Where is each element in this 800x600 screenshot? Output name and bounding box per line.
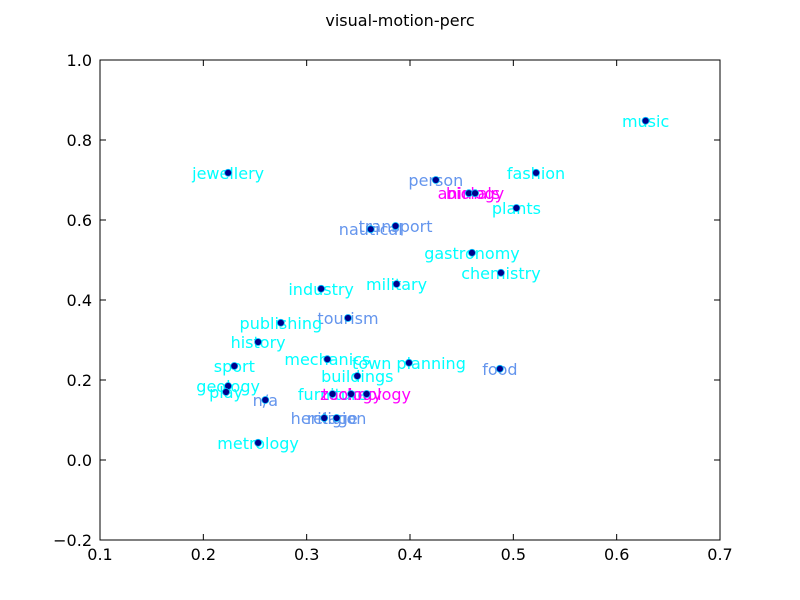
x-tick-label: 0.7	[707, 545, 732, 564]
chart-title: visual-motion-perc	[325, 11, 474, 30]
y-tick-label: 1.0	[67, 51, 92, 70]
data-point-mechanics	[323, 355, 332, 364]
data-point-buildings	[353, 372, 362, 380]
data-point-industry	[317, 284, 326, 293]
data-point-person	[431, 176, 440, 184]
data-point-n-a	[261, 396, 270, 404]
data-point-chemistry	[497, 268, 505, 277]
data-points	[222, 116, 650, 447]
data-point-biology	[471, 189, 480, 198]
y-tick-label: 0.2	[67, 371, 92, 390]
y-tick-label: 0.0	[67, 451, 92, 470]
data-point-town-planning	[405, 358, 413, 367]
data-point-transport	[391, 222, 400, 230]
data-point-publishing	[276, 318, 285, 327]
data-point-religion	[332, 414, 341, 422]
data-point-technology	[362, 390, 371, 398]
axis-ticks: 0.1 0.2 0.3 0.4 0.5 0.6 0.7 −0.2 0.0 0.2 0.4 0.6 0.8…	[53, 51, 733, 564]
y-tick-label: 0.8	[67, 131, 92, 150]
x-tick-label: 0.1	[87, 545, 112, 564]
data-point-military	[392, 280, 401, 288]
x-tick-label: 0.6	[604, 545, 629, 564]
data-point-zoology	[347, 390, 356, 398]
y-tick-label: 0.4	[67, 291, 92, 310]
data-point-play	[222, 388, 230, 396]
data-point-tourism	[344, 314, 352, 322]
data-point-heritage	[320, 414, 329, 422]
data-point-food	[495, 364, 504, 373]
data-point-gastronomy	[468, 248, 476, 257]
data-point-plants	[512, 204, 521, 212]
x-tick-label: 0.4	[397, 545, 422, 564]
plot-frame	[99, 59, 721, 541]
data-point-jewellery	[224, 168, 233, 177]
data-point-metrology	[254, 438, 263, 447]
y-tick-label: 0.6	[67, 211, 92, 230]
x-tick-label: 0.2	[191, 545, 216, 564]
data-point-fashion	[532, 168, 540, 177]
x-tick-label: 0.5	[501, 545, 526, 564]
x-tick-label: 0.3	[294, 545, 319, 564]
data-point-sport	[230, 362, 239, 370]
data-point-history	[254, 338, 263, 346]
y-tick-label: −0.2	[53, 531, 92, 550]
data-point-furniture	[328, 390, 337, 398]
data-point-nautical	[366, 225, 375, 234]
data-point-music	[641, 116, 650, 125]
